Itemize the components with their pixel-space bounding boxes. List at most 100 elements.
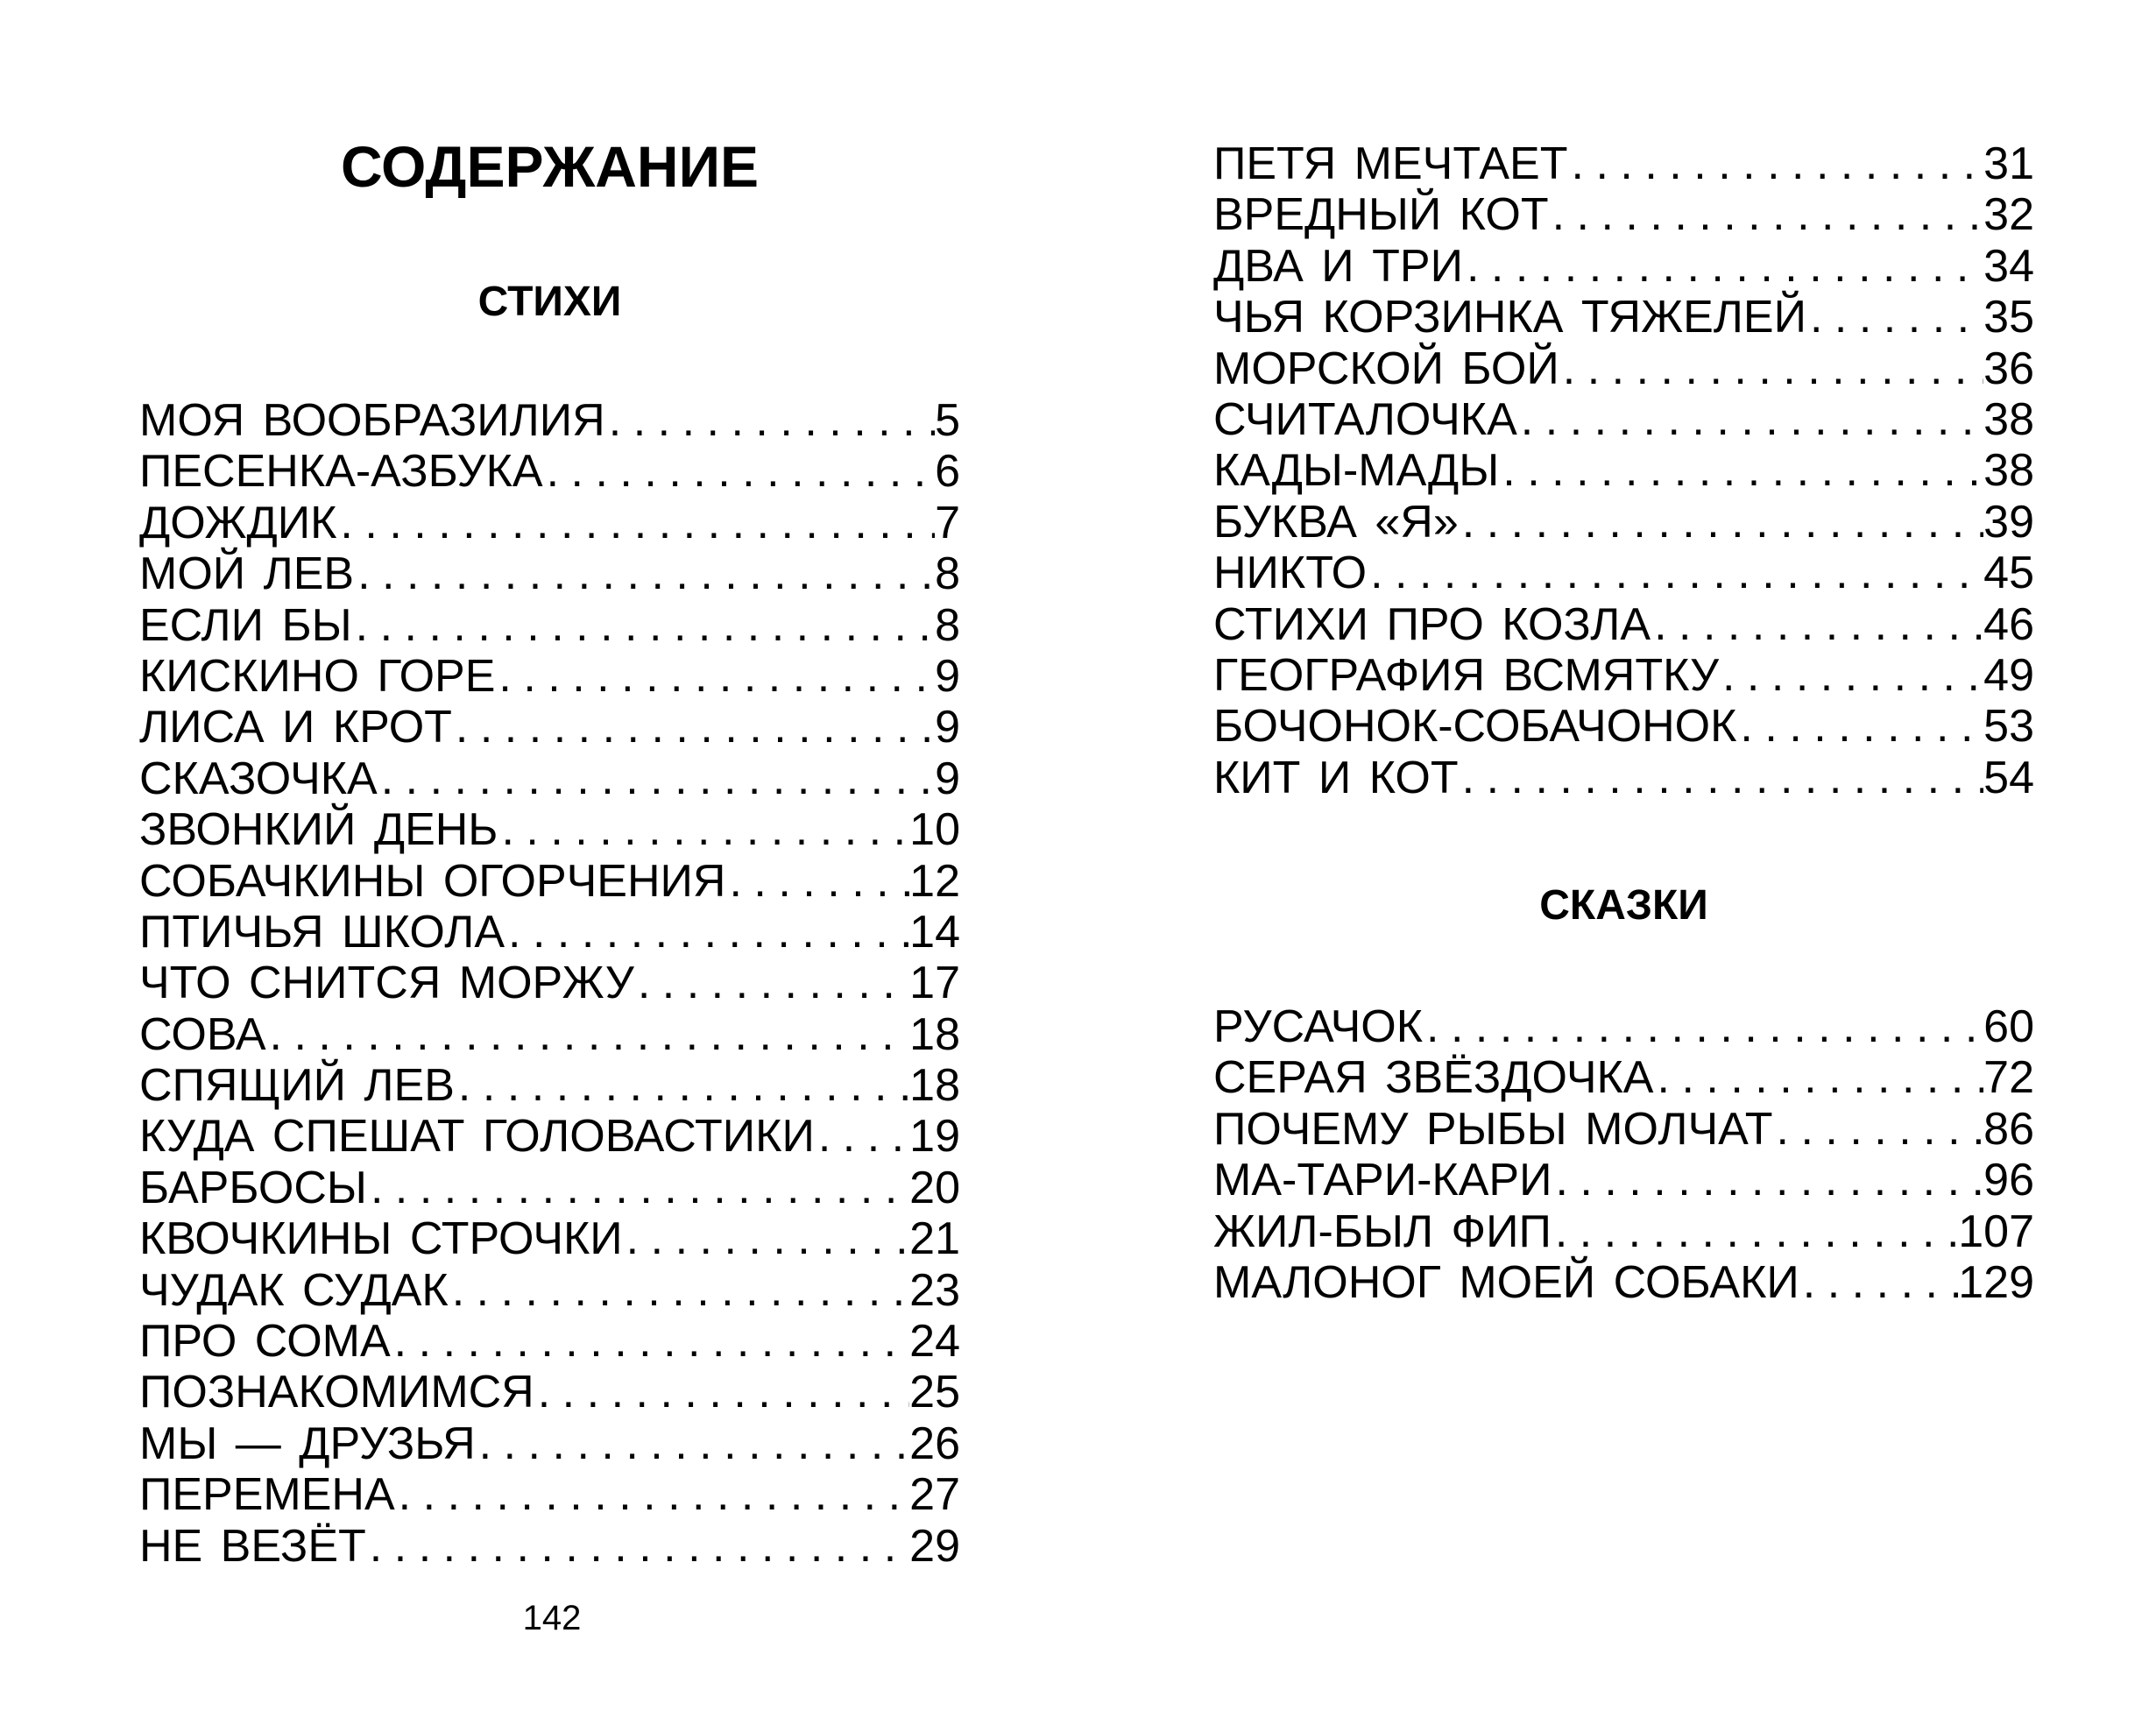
toc-entry: МАЛОНОГ МОЕЙ СОБАКИ.....................… [1213, 1257, 2034, 1308]
toc-entry: ЧТО СНИТСЯ МОРЖУ........................… [139, 958, 960, 1008]
dot-leader: ........................................… [1520, 393, 1984, 445]
entry-title: МА-ТАРИ-КАРИ [1213, 1155, 1552, 1206]
entry-page: 96 [1983, 1155, 2034, 1206]
entry-page: 12 [909, 855, 960, 907]
entry-page: 18 [909, 1008, 960, 1060]
dot-leader: ........................................… [626, 1213, 909, 1265]
entry-title: ПОЧЕМУ РЫБЫ МОЛЧАТ [1213, 1103, 1773, 1155]
entry-page: 5 [935, 395, 960, 446]
dot-leader: ........................................… [1571, 138, 1984, 189]
entry-page: 107 [1958, 1205, 2034, 1257]
dot-leader: ........................................… [1461, 752, 1984, 803]
toc-entry: ПТИЧЬЯ ШКОЛА............................… [139, 907, 960, 958]
toc-entry: МОРСКОЙ БОЙ ............................… [1213, 343, 2034, 394]
dot-leader: ........................................… [637, 958, 909, 1009]
toc-entry: ЧУДАК СУДАК.............................… [139, 1265, 960, 1316]
entry-title: БУКВА «Я» [1213, 496, 1459, 548]
entry-page: 9 [935, 650, 960, 702]
dot-leader: ........................................… [355, 599, 935, 651]
dot-leader: ........................................… [340, 497, 935, 548]
dot-leader: ........................................… [380, 753, 935, 804]
dot-leader: ........................................… [1426, 1001, 1983, 1052]
entry-page: 9 [935, 702, 960, 753]
entry-title: ПТИЧЬЯ ШКОЛА [139, 906, 505, 958]
entry-title: БАРБОСЫ [139, 1162, 367, 1213]
toc-list-poems-right: ПЕТЯ МЕЧТАЕТ............................… [1213, 138, 2034, 803]
dot-leader: ........................................… [1555, 1155, 1983, 1206]
entry-title: БОЧОНОК-СОБАЧОНОК [1213, 701, 1737, 753]
entry-title: КАДЫ-МАДЫ [1213, 445, 1500, 497]
dot-leader: ........................................… [608, 395, 935, 446]
toc-entry: КУДА СПЕШАТ ГОЛОВАСТИКИ.................… [139, 1111, 960, 1162]
entry-page: 23 [909, 1264, 960, 1316]
entry-page: 36 [1983, 343, 2034, 394]
entry-page: 18 [909, 1060, 960, 1112]
entry-title: СПЯЩИЙ ЛЕВ [139, 1060, 455, 1112]
entry-page: 38 [1983, 445, 2034, 497]
toc-entry: ЧЬЯ КОРЗИНКА ТЯЖЕЛЕЙ....................… [1213, 292, 2034, 343]
dot-leader: ........................................… [1552, 189, 1984, 241]
entry-page: 26 [909, 1417, 960, 1469]
entry-page: 60 [1983, 1001, 2034, 1052]
dot-leader: ........................................… [455, 702, 936, 753]
entry-title: НИКТО [1213, 548, 1368, 599]
dot-leader: ........................................… [370, 1162, 909, 1213]
dot-leader: ........................................… [1562, 343, 1983, 394]
toc-entry: ЕСЛИ БЫ.................................… [139, 600, 960, 651]
toc-entry: ЖИЛ-БЫЛ ФИП ............................… [1213, 1206, 2034, 1257]
dot-leader: ........................................… [398, 1469, 909, 1521]
entry-page: 20 [909, 1162, 960, 1213]
entry-page: 8 [935, 599, 960, 651]
dot-leader: ........................................… [1721, 649, 1983, 701]
entry-page: 32 [1983, 189, 2034, 241]
entry-page: 27 [909, 1469, 960, 1521]
dot-leader: ........................................… [498, 650, 935, 702]
toc-entry: МЫ — ДРУЗЬЯ.............................… [139, 1418, 960, 1469]
toc-entry: СОВА ...................................… [139, 1009, 960, 1060]
dot-leader: ........................................… [451, 1264, 910, 1316]
toc-entry: КИСКИНО ГОРЕ ...........................… [139, 651, 960, 702]
entry-title: ЖИЛ-БЫЛ ФИП [1213, 1205, 1552, 1257]
page-number: 142 [522, 1599, 582, 1637]
page-title: СОДЕРЖАНИЕ [340, 134, 760, 199]
toc-entry: РУСАЧОК ................................… [1213, 1001, 2034, 1052]
entry-title: ПЕРЕМЕНА [139, 1469, 395, 1521]
entry-page: 86 [1983, 1103, 2034, 1155]
entry-page: 45 [1983, 548, 2034, 599]
dot-leader: ........................................… [393, 1316, 909, 1368]
entry-page: 9 [935, 753, 960, 804]
entry-title: СТИХИ ПРО КОЗЛА [1213, 598, 1651, 650]
entry-title: СЕРАЯ ЗВЁЗДОЧКА [1213, 1052, 1654, 1104]
entry-title: СОВА [139, 1008, 266, 1060]
dot-leader: ........................................… [501, 804, 909, 856]
dot-leader: ........................................… [269, 1008, 910, 1060]
toc-entry: ПОЗНАКОМИМСЯ............................… [139, 1367, 960, 1417]
entry-title: РУСАЧОК [1213, 1001, 1424, 1052]
toc-entry: БОЧОНОК-СОБАЧОНОК.......................… [1213, 701, 2034, 752]
dot-leader: ........................................… [817, 1111, 909, 1163]
toc-entry: ГЕОГРАФИЯ ВСМЯТКУ ......................… [1213, 650, 2034, 701]
toc-entry: СЕРАЯ ЗВЁЗДОЧКА.........................… [1213, 1052, 2034, 1103]
entry-page: 10 [909, 804, 960, 856]
entry-title: СЧИТАЛОЧКА [1213, 393, 1517, 445]
dot-leader: ........................................… [369, 1520, 909, 1572]
entry-title: ПРО СОМА [139, 1316, 391, 1368]
entry-page: 6 [935, 446, 960, 498]
dot-leader: ........................................… [1461, 496, 1983, 548]
entry-title: КИСКИНО ГОРЕ [139, 650, 496, 702]
dot-leader: ........................................… [1554, 1205, 1958, 1257]
entry-title: СКАЗОЧКА [139, 753, 378, 804]
entry-title: МОЙ ЛЕВ [139, 548, 355, 600]
dot-leader: ........................................… [1370, 548, 1983, 599]
dot-leader: ........................................… [1740, 701, 1984, 753]
entry-title: ЛИСА И КРОТ [139, 702, 452, 753]
toc-entry: ДОЖДИК .................................… [139, 498, 960, 548]
toc-entry: СПЯЩИЙ ЛЕВ..............................… [139, 1060, 960, 1111]
dot-leader: ........................................… [457, 1060, 910, 1112]
entry-title: НЕ ВЕЗЁТ [139, 1520, 366, 1572]
entry-page: 49 [1983, 649, 2034, 701]
toc-entry: МОЙ ЛЕВ.................................… [139, 548, 960, 599]
toc-entry: КАДЫ-МАДЫ...............................… [1213, 445, 2034, 496]
entry-title: КВОЧКИНЫ СТРОЧКИ [139, 1213, 623, 1265]
entry-page: 19 [909, 1111, 960, 1163]
